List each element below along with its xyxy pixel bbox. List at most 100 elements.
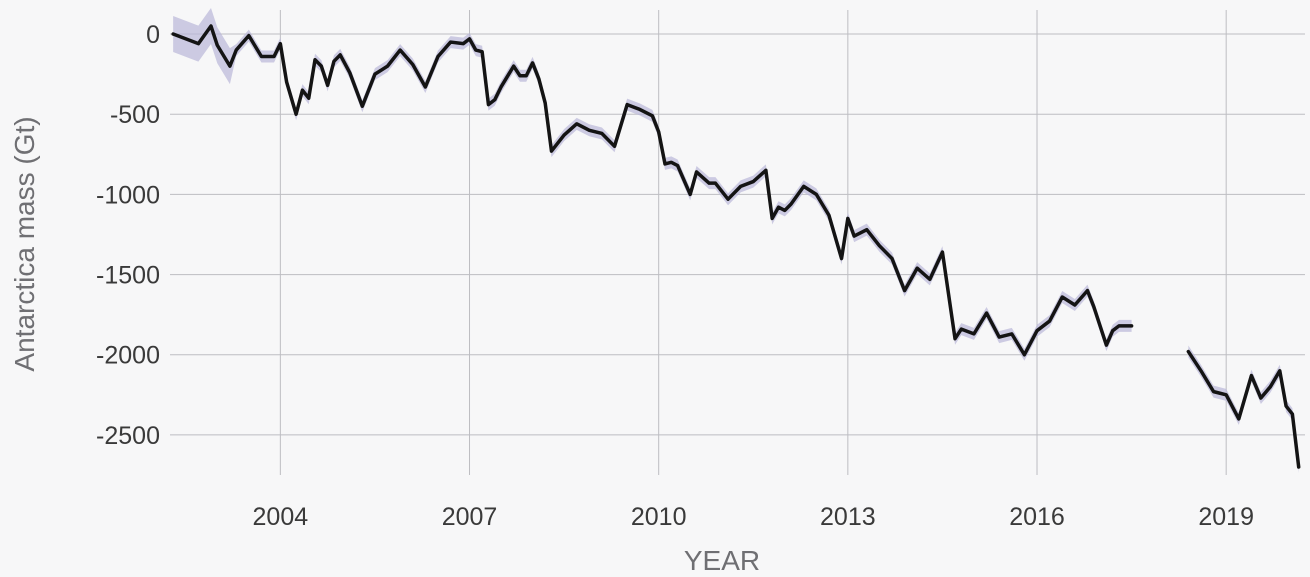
data-point	[663, 162, 667, 166]
data-point	[1010, 332, 1013, 336]
data-point	[676, 164, 679, 167]
data-point	[1259, 396, 1263, 400]
y-tick-label: -1500	[96, 262, 160, 290]
data-point	[228, 64, 232, 68]
data-point	[985, 311, 988, 315]
data-point	[339, 53, 342, 57]
data-point	[657, 130, 660, 134]
data-point	[462, 42, 465, 45]
data-point	[865, 228, 868, 231]
x-axis-title: YEAR	[684, 545, 760, 576]
data-point	[726, 198, 730, 201]
data-point	[1297, 465, 1300, 469]
data-point	[487, 103, 490, 106]
x-tick-label: 2004	[253, 503, 309, 531]
data-point	[588, 129, 591, 132]
data-point	[411, 63, 414, 66]
data-point	[247, 34, 251, 37]
data-point	[1023, 353, 1026, 356]
data-point	[689, 193, 692, 196]
data-point	[1130, 324, 1133, 328]
data-point	[285, 80, 288, 84]
data-point	[326, 84, 329, 87]
data-point	[1105, 343, 1108, 347]
data-point	[789, 202, 793, 206]
data-point	[1086, 289, 1089, 292]
data-point	[209, 24, 213, 28]
data-point	[1199, 369, 1203, 372]
y-tick-label: -2000	[96, 342, 160, 370]
data-point	[1061, 295, 1064, 299]
data-point	[890, 257, 894, 260]
data-point	[1073, 303, 1077, 307]
y-tick-label: -1000	[96, 181, 160, 209]
data-point	[1117, 324, 1121, 328]
data-point	[468, 37, 471, 41]
mass-line-segment-2	[1186, 349, 1301, 469]
data-point	[525, 74, 528, 77]
data-point	[493, 98, 496, 101]
data-point	[972, 332, 976, 336]
data-point	[739, 185, 742, 188]
y-tick-label: -500	[110, 101, 160, 129]
data-point	[714, 181, 717, 185]
data-point	[543, 101, 547, 105]
data-point	[320, 64, 323, 68]
data-point	[651, 114, 654, 118]
data-point	[386, 64, 389, 68]
data-point	[307, 96, 310, 100]
data-point	[941, 250, 944, 254]
tick-labels: 0 -500 -1000 -1500 -2000 -2500 2004 2007 2010 201…	[96, 21, 1254, 531]
data-point	[852, 234, 856, 238]
data-point	[313, 58, 317, 61]
y-tick-label: -2500	[96, 422, 160, 450]
data-point	[301, 88, 304, 92]
data-point	[294, 113, 298, 116]
data-point	[332, 60, 336, 63]
mass-line-segment-1	[171, 24, 1134, 357]
data-point	[436, 55, 440, 58]
data-point	[537, 77, 541, 81]
data-point	[960, 327, 963, 331]
data-point	[531, 61, 534, 65]
data-point	[424, 85, 427, 89]
data-point	[815, 193, 818, 196]
y-tick-label: 0	[146, 21, 160, 49]
data-point	[878, 244, 881, 247]
data-point	[827, 214, 831, 217]
data-point	[764, 169, 768, 172]
data-point	[260, 55, 263, 58]
data-point	[197, 42, 200, 45]
data-point	[928, 278, 932, 281]
data-point	[499, 85, 503, 89]
data-point	[348, 71, 351, 74]
data-point	[670, 161, 673, 164]
data-point	[1048, 319, 1051, 323]
data-point	[1111, 329, 1114, 332]
data-point	[997, 335, 1001, 339]
data-point	[752, 180, 755, 183]
data-point	[638, 108, 641, 111]
data-point	[1291, 412, 1294, 416]
data-point	[846, 217, 850, 220]
data-point	[1250, 374, 1253, 377]
data-point	[361, 105, 364, 108]
data-point	[802, 185, 805, 188]
data-point	[1212, 390, 1215, 393]
data-point	[449, 40, 452, 44]
data-point	[398, 48, 402, 52]
data-point	[279, 42, 282, 45]
data-point	[707, 181, 711, 185]
data-point	[1284, 404, 1288, 408]
data-point	[903, 289, 906, 292]
data-point	[1127, 324, 1130, 328]
data-point	[216, 44, 219, 47]
uncertainty-band	[173, 8, 1299, 473]
data-point	[474, 48, 478, 52]
data-point	[1035, 329, 1039, 332]
x-tick-label: 2016	[1009, 503, 1065, 531]
data-point	[1092, 305, 1095, 308]
data-point	[512, 64, 515, 68]
